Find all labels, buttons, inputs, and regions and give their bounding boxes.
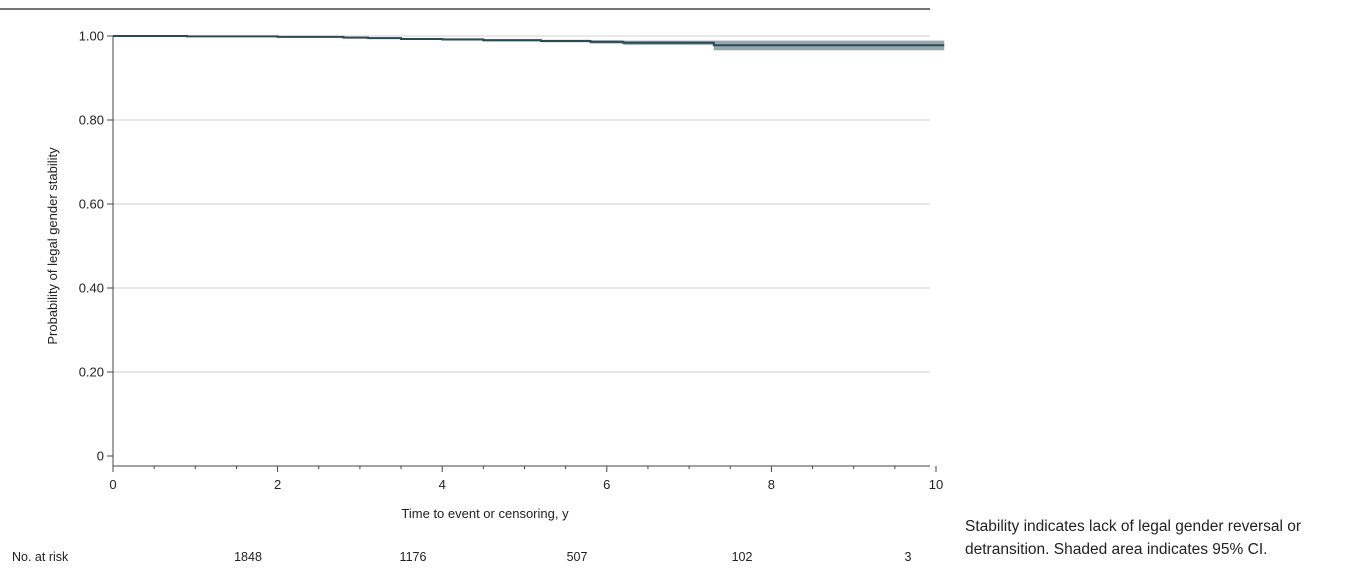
y-tick-label-4: 0.80 [79,113,104,128]
risk-value-0: 1848 [234,550,262,564]
figure-caption: Stability indicates lack of legal gender… [965,518,1302,558]
grid [113,35,930,373]
x-tick-label-1: 2 [274,477,281,492]
x-tick-label-3: 6 [603,477,610,492]
x-tick-label-0: 0 [109,477,116,492]
y-tick-label-5: 1.00 [79,29,104,44]
x-tick-labels: 0 2 4 6 8 10 [109,477,943,492]
y-axis-title: Probability of legal gender stability [45,147,60,345]
y-tick-label-1: 0.20 [79,365,104,380]
y-tick-label-3: 0.60 [79,197,104,212]
risk-table-label: No. at risk [12,550,69,564]
risk-table-values: 1848 1176 507 102 3 [234,550,911,564]
x-axis-title: Time to event or censoring, y [401,506,569,521]
survival-curve [113,35,945,47]
x-tick-label-4: 8 [768,477,775,492]
x-tick-label-5: 10 [929,477,943,492]
risk-value-3: 102 [732,550,753,564]
y-tick-label-2: 0.40 [79,281,104,296]
confidence-band [113,36,945,51]
y-tick-label-0: 0 [97,449,104,464]
risk-value-1: 1176 [400,550,427,564]
risk-value-4: 3 [905,550,912,564]
x-tick-label-2: 4 [439,477,446,492]
survival-step-line [113,35,945,47]
risk-value-2: 507 [567,550,588,564]
axes [107,35,937,472]
y-tick-labels: 0 0.20 0.40 0.60 0.80 1.00 [79,29,104,464]
